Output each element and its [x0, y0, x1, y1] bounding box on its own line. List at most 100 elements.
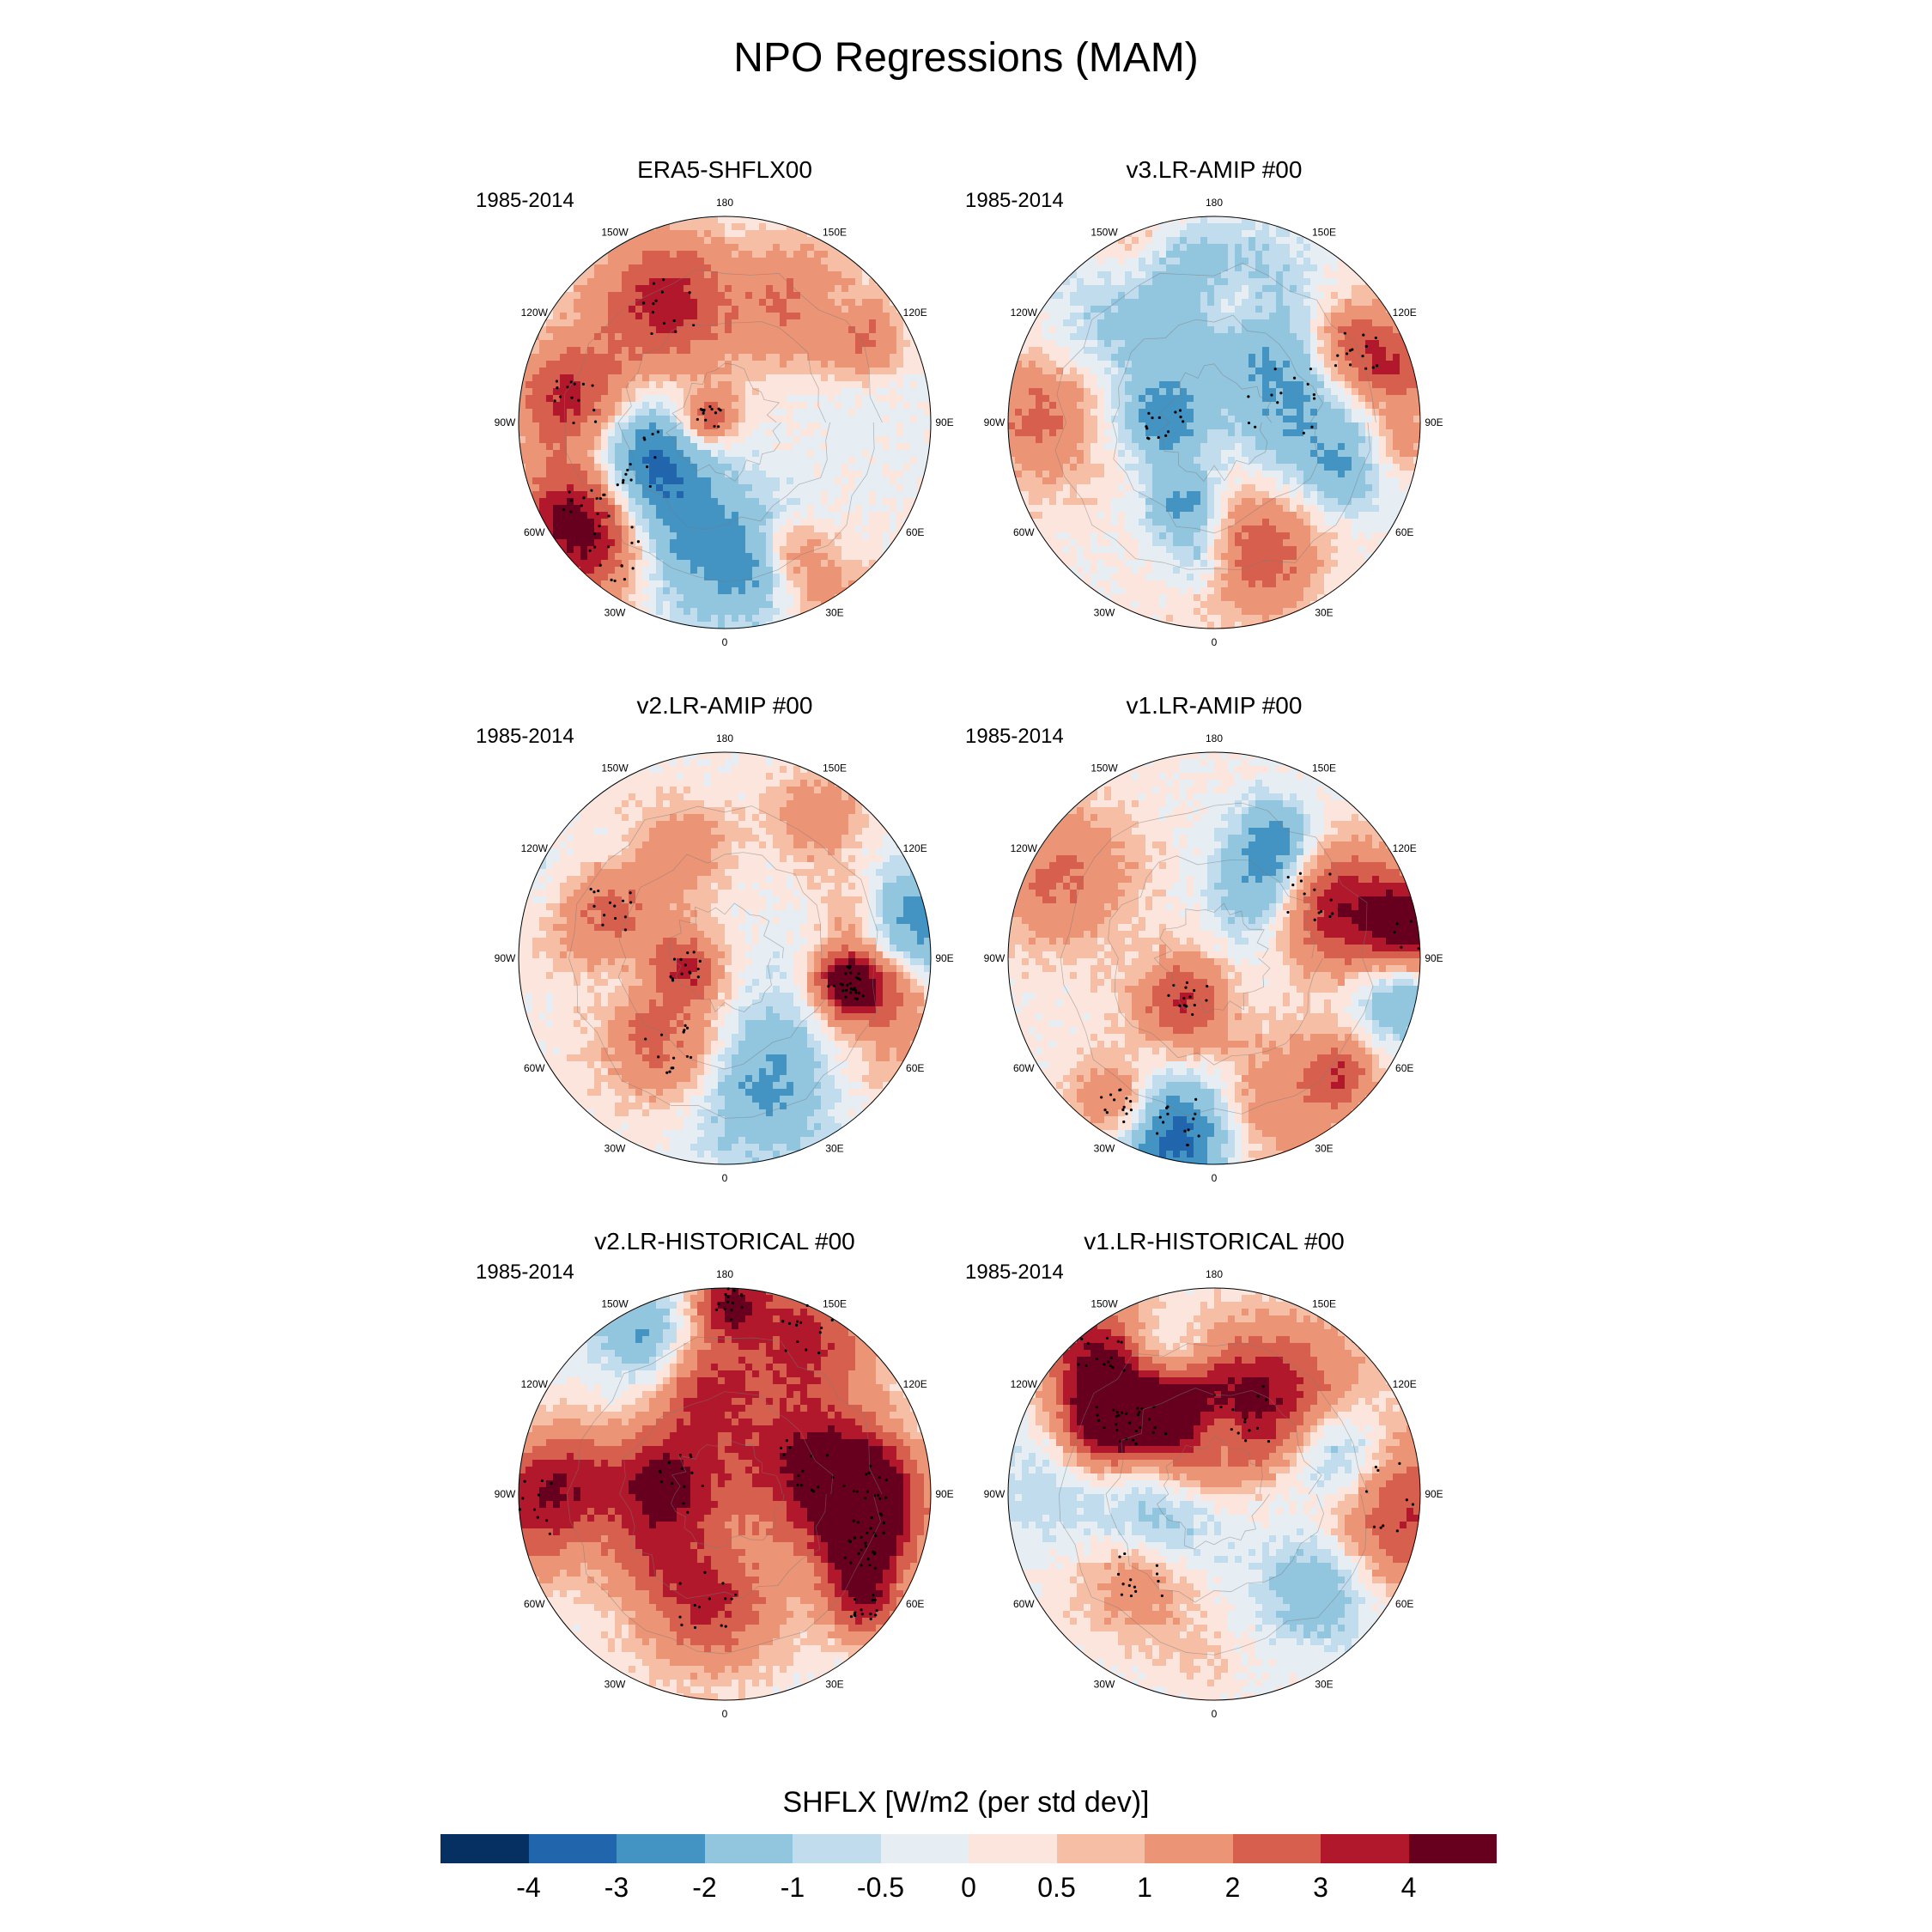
field-cell: [1152, 429, 1160, 437]
field-cell: [793, 374, 801, 382]
field-cell: [1255, 443, 1263, 451]
field-cell: [649, 594, 657, 602]
field-cell: [876, 477, 884, 485]
field-cell: [752, 477, 760, 485]
field-cell: [835, 416, 842, 423]
field-cell: [1036, 388, 1043, 396]
field-cell: [711, 374, 719, 382]
field-cell: [532, 402, 540, 410]
field-cell: [917, 368, 925, 375]
field-cell: [1345, 388, 1352, 396]
field-cell: [656, 484, 664, 492]
field-cell: [1297, 292, 1304, 300]
field-cell: [780, 244, 787, 252]
field-cell: [690, 347, 698, 355]
field-cell: [574, 532, 581, 540]
field-cell: [1207, 381, 1215, 389]
field-cell: [649, 388, 657, 396]
field-cell: [1242, 292, 1249, 300]
field-cell: [1393, 388, 1400, 396]
field-cell: [656, 326, 664, 334]
field-cell: [1056, 313, 1064, 320]
field-cell: [1372, 402, 1380, 410]
field-cell: [1125, 388, 1133, 396]
field-cell: [773, 546, 781, 554]
field-cell: [1029, 381, 1036, 389]
field-cell: [1269, 354, 1277, 361]
significance-dot: [630, 526, 634, 529]
field-cell: [1255, 450, 1263, 458]
field-cell: [1242, 395, 1249, 403]
field-cell: [766, 223, 774, 231]
field-cell: [622, 429, 629, 437]
field-cell: [780, 594, 787, 602]
field-cell: [1097, 381, 1105, 389]
field-cell: [848, 354, 856, 361]
field-cell: [862, 299, 870, 307]
field-cell: [1235, 299, 1242, 307]
field-cell: [1139, 251, 1146, 258]
field-cell: [780, 484, 787, 492]
field-cell: [677, 374, 684, 382]
field-cell: [567, 422, 574, 430]
field-cell: [793, 484, 801, 492]
field-cell: [835, 326, 842, 334]
field-cell: [903, 498, 911, 506]
field-cell: [848, 292, 856, 300]
field-cell: [738, 429, 746, 437]
field-cell: [725, 471, 732, 478]
field-cell: [848, 368, 856, 375]
significance-dot: [581, 382, 585, 386]
field-cell: [622, 409, 629, 416]
field-cell: [642, 539, 650, 547]
field-cell: [580, 436, 588, 444]
field-cell: [780, 292, 787, 300]
field-cell: [787, 622, 794, 629]
field-cell: [738, 464, 746, 471]
field-cell: [1255, 264, 1263, 272]
field-cell: [869, 381, 877, 389]
field-cell: [1104, 450, 1112, 458]
field-cell: [683, 347, 691, 355]
field-cell: [869, 422, 877, 430]
field-cell: [793, 512, 801, 519]
field-cell: [1042, 402, 1050, 410]
field-cell: [567, 491, 574, 499]
field-cell: [1200, 429, 1208, 437]
field-cell: [1235, 292, 1242, 300]
field-cell: [841, 471, 849, 478]
significance-dot: [582, 496, 586, 500]
field-cell: [1139, 347, 1146, 355]
field-cell: [800, 491, 808, 499]
field-cell: [862, 395, 870, 403]
field-cell: [890, 471, 897, 478]
field-cell: [807, 608, 815, 616]
field-cell: [1200, 306, 1208, 313]
field-cell: [1242, 333, 1249, 341]
field-cell: [1331, 326, 1339, 334]
field-cell: [670, 505, 677, 513]
field-cell: [883, 319, 890, 327]
field-cell: [1207, 374, 1215, 382]
field-cell: [711, 464, 719, 471]
field-cell: [1297, 409, 1304, 416]
field-cell: [567, 285, 574, 293]
field-cell: [745, 505, 753, 513]
field-cell: [704, 409, 712, 416]
field-cell: [1365, 443, 1373, 451]
field-cell: [1406, 416, 1414, 423]
field-cell: [546, 464, 554, 471]
field-cell: [1187, 374, 1194, 382]
field-cell: [1324, 361, 1332, 368]
field-cell: [635, 416, 643, 423]
field-cell: [1077, 313, 1084, 320]
field-cell: [574, 368, 581, 375]
field-cell: [574, 395, 581, 403]
field-cell: [718, 244, 726, 252]
field-cell: [745, 395, 753, 403]
field-cell: [841, 306, 849, 313]
field-cell: [807, 416, 815, 423]
field-cell: [821, 422, 829, 430]
field-cell: [1352, 299, 1359, 307]
field-cell: [1324, 306, 1332, 313]
